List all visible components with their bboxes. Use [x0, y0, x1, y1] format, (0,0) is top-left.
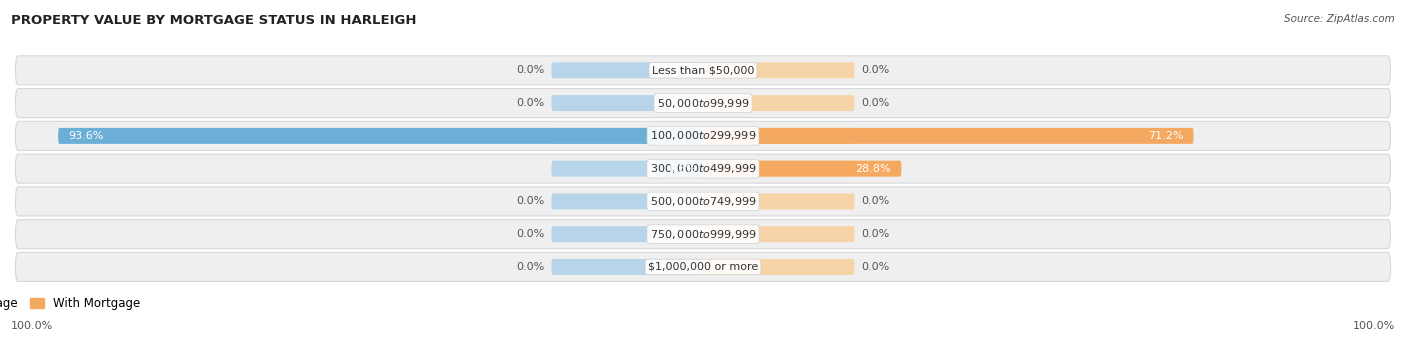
FancyBboxPatch shape — [703, 161, 855, 177]
Text: 0.0%: 0.0% — [516, 262, 544, 272]
FancyBboxPatch shape — [703, 128, 1194, 144]
Text: 28.8%: 28.8% — [855, 164, 891, 174]
FancyBboxPatch shape — [15, 89, 1391, 118]
Text: 0.0%: 0.0% — [516, 229, 544, 239]
FancyBboxPatch shape — [551, 226, 703, 242]
Text: 6.5%: 6.5% — [669, 164, 697, 174]
FancyBboxPatch shape — [15, 121, 1391, 150]
FancyBboxPatch shape — [15, 252, 1391, 281]
Text: $300,000 to $499,999: $300,000 to $499,999 — [650, 162, 756, 175]
Text: 0.0%: 0.0% — [516, 196, 544, 206]
Text: 0.0%: 0.0% — [862, 229, 890, 239]
Text: $1,000,000 or more: $1,000,000 or more — [648, 262, 758, 272]
FancyBboxPatch shape — [15, 220, 1391, 249]
Text: PROPERTY VALUE BY MORTGAGE STATUS IN HARLEIGH: PROPERTY VALUE BY MORTGAGE STATUS IN HAR… — [11, 14, 416, 27]
FancyBboxPatch shape — [703, 161, 901, 177]
FancyBboxPatch shape — [703, 62, 855, 78]
Text: 0.0%: 0.0% — [862, 262, 890, 272]
Text: 0.0%: 0.0% — [862, 65, 890, 75]
Text: 0.0%: 0.0% — [862, 196, 890, 206]
FancyBboxPatch shape — [551, 128, 703, 144]
FancyBboxPatch shape — [15, 56, 1391, 85]
Text: $50,000 to $99,999: $50,000 to $99,999 — [657, 97, 749, 109]
FancyBboxPatch shape — [551, 62, 703, 78]
Legend: Without Mortgage, With Mortgage: Without Mortgage, With Mortgage — [0, 293, 145, 315]
FancyBboxPatch shape — [703, 259, 855, 275]
Text: 0.0%: 0.0% — [516, 98, 544, 108]
FancyBboxPatch shape — [703, 95, 855, 111]
FancyBboxPatch shape — [703, 226, 855, 242]
FancyBboxPatch shape — [15, 187, 1391, 216]
FancyBboxPatch shape — [551, 259, 703, 275]
FancyBboxPatch shape — [58, 128, 703, 144]
Text: $100,000 to $299,999: $100,000 to $299,999 — [650, 129, 756, 143]
Text: 0.0%: 0.0% — [516, 65, 544, 75]
Text: $750,000 to $999,999: $750,000 to $999,999 — [650, 228, 756, 241]
Text: 0.0%: 0.0% — [862, 98, 890, 108]
FancyBboxPatch shape — [658, 161, 703, 177]
FancyBboxPatch shape — [551, 161, 703, 177]
FancyBboxPatch shape — [551, 193, 703, 209]
FancyBboxPatch shape — [15, 154, 1391, 183]
Text: 71.2%: 71.2% — [1147, 131, 1184, 141]
Text: Less than $50,000: Less than $50,000 — [652, 65, 754, 75]
FancyBboxPatch shape — [551, 95, 703, 111]
FancyBboxPatch shape — [703, 193, 855, 209]
Text: $500,000 to $749,999: $500,000 to $749,999 — [650, 195, 756, 208]
Text: 100.0%: 100.0% — [11, 321, 53, 331]
Text: Source: ZipAtlas.com: Source: ZipAtlas.com — [1284, 14, 1395, 24]
Text: 100.0%: 100.0% — [1353, 321, 1395, 331]
FancyBboxPatch shape — [703, 128, 855, 144]
Text: 93.6%: 93.6% — [69, 131, 104, 141]
